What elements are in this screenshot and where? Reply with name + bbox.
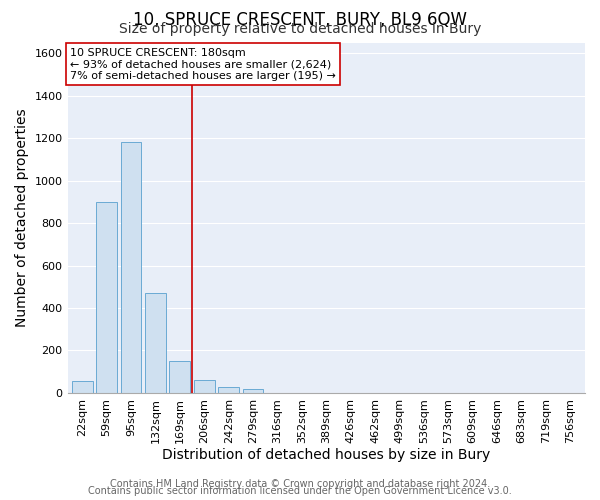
Y-axis label: Number of detached properties: Number of detached properties — [15, 108, 29, 327]
Text: Contains public sector information licensed under the Open Government Licence v3: Contains public sector information licen… — [88, 486, 512, 496]
Text: Size of property relative to detached houses in Bury: Size of property relative to detached ho… — [119, 22, 481, 36]
Bar — [194, 380, 215, 393]
Bar — [169, 361, 190, 393]
Bar — [121, 142, 142, 393]
Bar — [96, 202, 117, 393]
Bar — [242, 388, 263, 393]
Text: 10 SPRUCE CRESCENT: 180sqm
← 93% of detached houses are smaller (2,624)
7% of se: 10 SPRUCE CRESCENT: 180sqm ← 93% of deta… — [70, 48, 336, 81]
Bar — [145, 293, 166, 393]
Text: Contains HM Land Registry data © Crown copyright and database right 2024.: Contains HM Land Registry data © Crown c… — [110, 479, 490, 489]
Bar — [218, 386, 239, 393]
X-axis label: Distribution of detached houses by size in Bury: Distribution of detached houses by size … — [162, 448, 490, 462]
Text: 10, SPRUCE CRESCENT, BURY, BL9 6QW: 10, SPRUCE CRESCENT, BURY, BL9 6QW — [133, 11, 467, 29]
Bar — [72, 382, 92, 393]
